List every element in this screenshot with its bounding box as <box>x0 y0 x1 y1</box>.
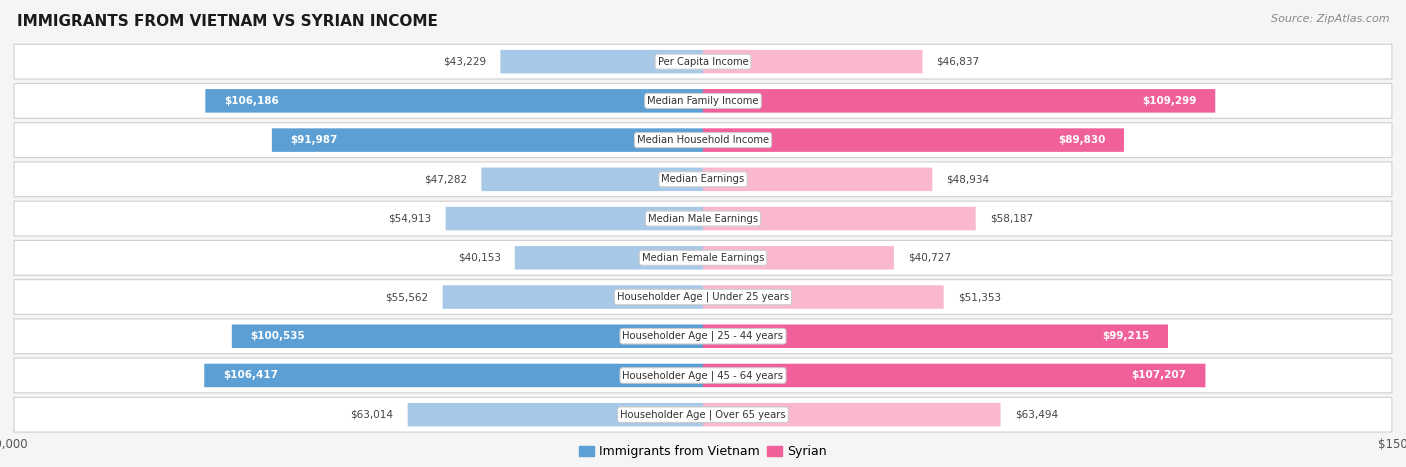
Text: $48,934: $48,934 <box>946 174 990 184</box>
Text: $46,837: $46,837 <box>936 57 980 67</box>
FancyBboxPatch shape <box>703 364 1205 387</box>
Text: $89,830: $89,830 <box>1057 135 1105 145</box>
Text: $43,229: $43,229 <box>443 57 486 67</box>
FancyBboxPatch shape <box>703 285 943 309</box>
Text: $40,153: $40,153 <box>458 253 501 263</box>
FancyBboxPatch shape <box>14 201 1392 236</box>
FancyBboxPatch shape <box>14 162 1392 197</box>
Text: $47,282: $47,282 <box>425 174 467 184</box>
FancyBboxPatch shape <box>515 246 703 269</box>
Text: Householder Age | 25 - 44 years: Householder Age | 25 - 44 years <box>623 331 783 341</box>
Text: $51,353: $51,353 <box>957 292 1001 302</box>
FancyBboxPatch shape <box>204 364 703 387</box>
Text: $106,417: $106,417 <box>224 370 278 381</box>
Text: $40,727: $40,727 <box>908 253 950 263</box>
Text: Householder Age | Over 65 years: Householder Age | Over 65 years <box>620 410 786 420</box>
FancyBboxPatch shape <box>501 50 703 73</box>
FancyBboxPatch shape <box>703 168 932 191</box>
Text: Median Earnings: Median Earnings <box>661 174 745 184</box>
FancyBboxPatch shape <box>703 325 1168 348</box>
Text: $58,187: $58,187 <box>990 213 1033 224</box>
FancyBboxPatch shape <box>703 89 1215 113</box>
FancyBboxPatch shape <box>271 128 703 152</box>
FancyBboxPatch shape <box>14 123 1392 157</box>
Text: Per Capita Income: Per Capita Income <box>658 57 748 67</box>
Text: $99,215: $99,215 <box>1102 331 1149 341</box>
FancyBboxPatch shape <box>14 84 1392 118</box>
Text: IMMIGRANTS FROM VIETNAM VS SYRIAN INCOME: IMMIGRANTS FROM VIETNAM VS SYRIAN INCOME <box>17 14 437 29</box>
FancyBboxPatch shape <box>14 280 1392 314</box>
FancyBboxPatch shape <box>446 207 703 230</box>
Text: $106,186: $106,186 <box>224 96 278 106</box>
FancyBboxPatch shape <box>14 397 1392 432</box>
FancyBboxPatch shape <box>703 403 1001 426</box>
Text: $63,014: $63,014 <box>350 410 394 420</box>
FancyBboxPatch shape <box>408 403 703 426</box>
Text: Householder Age | 45 - 64 years: Householder Age | 45 - 64 years <box>623 370 783 381</box>
Text: Median Male Earnings: Median Male Earnings <box>648 213 758 224</box>
Text: $54,913: $54,913 <box>388 213 432 224</box>
Text: $107,207: $107,207 <box>1132 370 1187 381</box>
Text: Median Family Income: Median Family Income <box>647 96 759 106</box>
FancyBboxPatch shape <box>14 241 1392 275</box>
FancyBboxPatch shape <box>443 285 703 309</box>
Text: $109,299: $109,299 <box>1142 96 1197 106</box>
Legend: Immigrants from Vietnam, Syrian: Immigrants from Vietnam, Syrian <box>574 440 832 463</box>
Text: $55,562: $55,562 <box>385 292 429 302</box>
FancyBboxPatch shape <box>703 50 922 73</box>
FancyBboxPatch shape <box>481 168 703 191</box>
FancyBboxPatch shape <box>14 44 1392 79</box>
Text: Source: ZipAtlas.com: Source: ZipAtlas.com <box>1271 14 1389 24</box>
Text: $100,535: $100,535 <box>250 331 305 341</box>
FancyBboxPatch shape <box>14 358 1392 393</box>
FancyBboxPatch shape <box>703 207 976 230</box>
FancyBboxPatch shape <box>232 325 703 348</box>
FancyBboxPatch shape <box>14 319 1392 354</box>
FancyBboxPatch shape <box>205 89 703 113</box>
Text: $91,987: $91,987 <box>291 135 337 145</box>
FancyBboxPatch shape <box>703 128 1123 152</box>
Text: Median Female Earnings: Median Female Earnings <box>641 253 765 263</box>
Text: Householder Age | Under 25 years: Householder Age | Under 25 years <box>617 292 789 302</box>
FancyBboxPatch shape <box>703 246 894 269</box>
Text: $63,494: $63,494 <box>1015 410 1057 420</box>
Text: Median Household Income: Median Household Income <box>637 135 769 145</box>
